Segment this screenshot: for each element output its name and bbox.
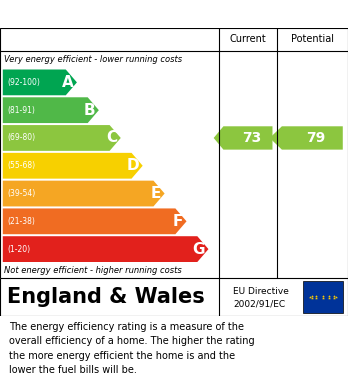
Text: (92-100): (92-100) bbox=[7, 78, 40, 87]
Text: F: F bbox=[173, 214, 183, 229]
Text: A: A bbox=[62, 75, 73, 90]
Text: Current: Current bbox=[230, 34, 266, 44]
Polygon shape bbox=[3, 97, 99, 123]
Text: E: E bbox=[151, 186, 161, 201]
Polygon shape bbox=[3, 181, 165, 206]
Text: B: B bbox=[84, 103, 95, 118]
Text: (81-91): (81-91) bbox=[7, 106, 35, 115]
Polygon shape bbox=[3, 208, 187, 234]
Text: C: C bbox=[106, 131, 117, 145]
Text: (21-38): (21-38) bbox=[7, 217, 35, 226]
Text: The energy efficiency rating is a measure of the
overall efficiency of a home. T: The energy efficiency rating is a measur… bbox=[9, 322, 254, 375]
Text: G: G bbox=[192, 242, 205, 256]
Polygon shape bbox=[3, 70, 77, 95]
Polygon shape bbox=[3, 236, 208, 262]
Text: England & Wales: England & Wales bbox=[7, 287, 205, 307]
Polygon shape bbox=[214, 126, 272, 150]
Text: (39-54): (39-54) bbox=[7, 189, 35, 198]
Text: Potential: Potential bbox=[291, 34, 334, 44]
Text: (1-20): (1-20) bbox=[7, 245, 30, 254]
Text: Not energy efficient - higher running costs: Not energy efficient - higher running co… bbox=[4, 266, 182, 275]
Text: 73: 73 bbox=[242, 131, 261, 145]
Text: D: D bbox=[127, 158, 139, 173]
Text: Energy Efficiency Rating: Energy Efficiency Rating bbox=[9, 7, 211, 22]
Polygon shape bbox=[3, 153, 143, 179]
Bar bbox=[303, 281, 343, 313]
Polygon shape bbox=[270, 126, 343, 150]
Text: (69-80): (69-80) bbox=[7, 133, 35, 142]
Text: (55-68): (55-68) bbox=[7, 161, 35, 170]
Text: 79: 79 bbox=[306, 131, 325, 145]
Polygon shape bbox=[3, 125, 121, 151]
Text: EU Directive: EU Directive bbox=[233, 287, 289, 296]
Text: 2002/91/EC: 2002/91/EC bbox=[233, 300, 285, 308]
Text: Very energy efficient - lower running costs: Very energy efficient - lower running co… bbox=[4, 55, 182, 64]
